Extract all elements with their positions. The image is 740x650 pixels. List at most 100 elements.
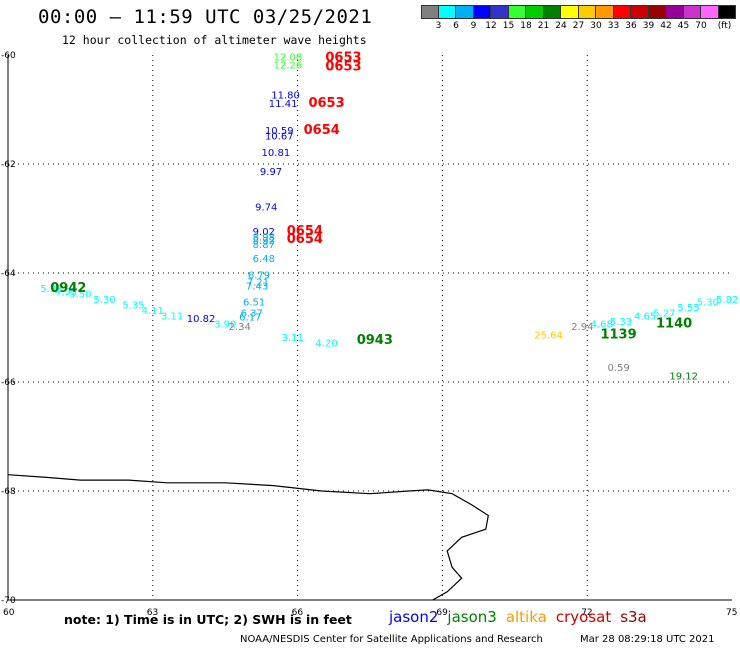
pass-time-label: 0942 — [50, 281, 86, 296]
colorbar-label: 9 — [470, 21, 477, 31]
wave-height-label: 19.12 — [669, 371, 698, 382]
colorbar-swatch — [438, 5, 456, 19]
colorbar-label: 27 — [572, 21, 585, 31]
wave-height-label: 6.79 — [248, 270, 270, 281]
map-title: 00:00 – 11:59 UTC 03/25/2021 — [38, 6, 373, 28]
coastline — [7, 474, 489, 601]
colorbar-swatch — [491, 5, 509, 19]
axis-ticks: 60 63 66 69 72 75 -60 -62 -64 -66 -68 -70 — [1, 51, 737, 618]
longitude-tick-label: 63 — [147, 608, 158, 618]
colorbar-swatch — [543, 5, 561, 19]
map-subtitle: 12 hour collection of altimeter wave hei… — [62, 33, 367, 47]
wave-height-label: 5.30 — [93, 295, 115, 306]
wave-height-label: 5.50 — [69, 290, 91, 301]
pass-time-label: 0943 — [357, 333, 393, 348]
wave-height-label: 5.33 — [610, 317, 632, 328]
latitude-tick-label: -70 — [1, 596, 16, 606]
colorbar-label: 70 — [695, 21, 707, 31]
wave-height-label: 6.37 — [241, 309, 263, 320]
pass-time-label: 1140 — [656, 317, 692, 332]
longitude-tick-label: 60 — [3, 608, 15, 618]
colorbar-label: 24 — [555, 21, 567, 31]
pass-time-label: 1139 — [600, 327, 636, 342]
colorbar-swatch — [648, 5, 666, 19]
pass-time-label: 0654 — [287, 232, 323, 247]
colorbar-label: 45 — [677, 21, 690, 31]
wave-height-label: 9.74 — [255, 202, 277, 213]
wave-height-label: 4.93 — [55, 287, 77, 298]
wave-height-label: 9.02 — [253, 227, 275, 238]
wave-height-label: 2.34 — [229, 322, 251, 333]
wave-height-label: 10.59 — [265, 126, 294, 137]
wave-height-label: 11.80 — [271, 91, 300, 102]
wave-height-label: 5.55 — [677, 303, 699, 314]
generation-timestamp: Mar 28 08:29:18 UTC 2021 — [580, 634, 715, 645]
colorbar-swatch — [526, 5, 544, 19]
coastline-path — [7, 474, 489, 601]
wave-height-label: 6.48 — [253, 254, 275, 265]
wave-height-label: 0.59 — [607, 363, 629, 374]
satellite-legend-s3a: s3a — [620, 608, 647, 626]
colorbar-label: 15 — [502, 21, 515, 31]
longitude-tick-label: 66 — [292, 608, 304, 618]
pass-time-label: 0654 — [287, 224, 323, 239]
wave-height-label: 3.11 — [161, 311, 183, 322]
colorbar-swatch — [701, 5, 719, 19]
wave-height-label: 5.33 — [40, 284, 62, 295]
colorbar-swatch — [456, 5, 474, 19]
colorbar-label: 18 — [520, 21, 532, 31]
colorbar-label: 12 — [485, 21, 497, 31]
wave-height-label: 5.30 — [697, 298, 719, 309]
wave-height-colorbar — [421, 5, 736, 19]
wave-height-label: 7.21 — [247, 278, 269, 289]
pass-time-label: 0654 — [304, 123, 340, 138]
wave-height-label: 11.41 — [269, 99, 298, 110]
wave-height-label: 3.90 — [214, 320, 236, 331]
latitude-tick-label: -62 — [1, 160, 16, 170]
wave-height-label: 5.82 — [716, 295, 738, 306]
satellite-legend: jason2 jason3 altika cryosat s3a — [389, 608, 647, 626]
colorbar-swatch — [596, 5, 614, 19]
latitude-tick-label: -64 — [1, 269, 16, 279]
colorbar-swatch — [666, 5, 684, 19]
wave-height-label: 12.08 — [274, 52, 303, 63]
pass-time-label: 0653 — [325, 51, 361, 66]
colorbar-label: 6 — [453, 21, 459, 31]
colorbar-label: 42 — [660, 21, 672, 31]
colorbar-swatch — [683, 5, 701, 19]
colorbar-swatch — [631, 5, 649, 19]
wave-height-label: 7.43 — [246, 281, 268, 292]
wave-height-label: 12.26 — [274, 61, 303, 72]
latitude-tick-label: -68 — [1, 487, 16, 497]
footer-note: note: 1) Time is in UTC; 2) SWH is in fe… — [64, 612, 352, 627]
credit-line: NOAA/NESDIS Center for Satellite Applica… — [240, 634, 543, 645]
colorbar-label: 33 — [607, 21, 620, 31]
colorbar-swatch — [421, 5, 439, 19]
wave-height-label: 10.82 — [187, 314, 216, 325]
wave-height-label: 2.94 — [571, 322, 593, 333]
wave-height-label: 4.11 — [142, 306, 164, 317]
longitude-tick-label: 72 — [581, 608, 592, 618]
colorbar-label: 21 — [537, 21, 550, 31]
satellite-legend-jason2: jason2 — [389, 608, 439, 626]
pass-time-label: 0653 — [325, 59, 361, 74]
wave-height-label: 25.64 — [534, 330, 563, 341]
wave-height-label: 10.81 — [262, 148, 291, 159]
colorbar-label: 36 — [625, 21, 637, 31]
wave-height-label: 8.87 — [253, 240, 275, 251]
wave-height-label: 10.67 — [265, 131, 294, 142]
latitude-tick-label: -66 — [1, 378, 16, 388]
colorbar-label: 39 — [642, 21, 655, 31]
colorbar-swatch — [508, 5, 526, 19]
colorbar-swatch — [561, 5, 579, 19]
wave-height-label: 8.98 — [253, 232, 275, 243]
wave-height-label: 4.20 — [315, 339, 337, 350]
colorbar-swatch — [473, 5, 491, 19]
wave-height-label: 5.35 — [122, 300, 144, 311]
longitude-tick-label: 69 — [436, 608, 448, 618]
wave-height-label: 6.51 — [243, 298, 265, 309]
wave-height-label: 3.11 — [282, 333, 304, 344]
colorbar-label: (ft) — [717, 21, 732, 31]
